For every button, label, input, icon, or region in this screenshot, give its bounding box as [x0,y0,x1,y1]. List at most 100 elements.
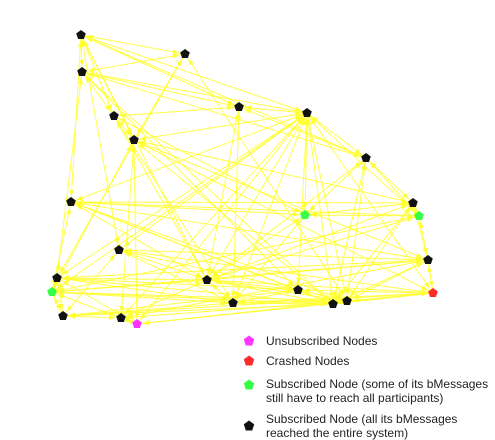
edge-arrowhead [400,200,408,206]
edge-arrowhead [68,313,76,319]
edge-arrowhead [311,117,318,123]
edge-arrowhead [404,207,410,215]
edge-arrowhead [370,162,376,169]
edge-arrowhead [78,77,84,85]
edge-n8-n20 [346,157,367,302]
node-n2-subscribed-complete [180,49,190,58]
node-n16-subscribed-complete [202,275,212,284]
edge-arrowhead [66,207,71,215]
node-n8-subscribed-complete [361,153,371,162]
edge-arrowhead [117,121,123,128]
edge-arrowhead [402,192,409,199]
edge-n17-n23 [62,302,234,317]
edge-arrowhead [307,118,312,126]
edge-arrowhead [424,281,430,289]
graph-nodes [47,30,438,328]
edge-arrowhead [297,117,304,124]
edge-n20-n24 [120,300,348,319]
edge-arrowhead [57,289,65,295]
edge-arrowhead [415,259,423,265]
edge-arrowhead [420,291,428,297]
edge-arrowhead [87,73,95,78]
edge-n5-n19 [133,139,334,305]
edge-arrowhead [66,305,73,312]
node-n7-subscribed-complete [302,108,312,117]
edge-n5-n14 [133,139,434,294]
edge-n3-n7 [81,71,308,114]
edge-arrowhead [119,118,126,124]
legend-label: Subscribed Node (all its bMessages reach… [266,412,458,440]
edge-n14-n15 [427,259,434,294]
node-n15-subscribed-complete [423,255,433,264]
edge-arrowhead [57,293,65,299]
node-n17-subscribed-complete [228,298,238,307]
edge-n18-n23 [62,289,299,317]
edge-arrowhead [310,212,318,218]
edge-n5-n24 [120,139,135,319]
node-n4-subscribed-complete [109,111,119,120]
edge-arrowhead [126,319,134,325]
edge-arrowhead [124,250,132,256]
edge-n10-n12 [70,201,414,204]
edge-n7-n18 [297,112,308,291]
edge-n15-n19 [332,259,429,305]
edge-n7-n16 [206,112,308,281]
pentagon-icon [243,420,255,431]
edge-n3-n8 [81,71,367,159]
edge-arrowhead [172,49,180,55]
node-n11-subscribed-pending [414,211,424,220]
edge-arrowhead [69,189,75,197]
edge-n5-n15 [133,139,429,261]
edge-arrowhead [361,163,367,171]
edge-arrowhead [303,290,311,296]
edge-arrowhead [131,145,137,153]
edge-arrowhead [295,219,302,226]
legend-label: Subscribed Node (some of its bMessages s… [266,377,489,405]
edge-arrowhead [55,304,61,311]
edge-arrowhead [126,314,134,320]
edge-arrowhead [76,195,84,201]
edge-n14-n16 [206,279,434,294]
edge-n4-n6 [113,106,240,117]
edge-arrowhead [62,276,70,282]
edge-arrowhead [172,53,180,59]
edge-n13-n14 [118,249,434,294]
edge-n19-n23 [62,303,334,317]
node-n24-subscribed-complete [116,313,126,322]
edge-arrowhead [423,247,429,255]
edge-n9-n17 [232,214,306,304]
edge-arrowhead [428,280,434,288]
edge-arrowhead [309,204,316,211]
edge-n20-n25 [136,300,348,325]
edge-n16-n21 [56,277,208,281]
edge-n3-n18 [81,71,299,291]
edge-n7-n8 [306,112,367,159]
edge-arrowhead [194,273,202,279]
edge-arrowhead [296,277,302,285]
node-n5-subscribed-complete [129,135,139,144]
edge-n5-n10 [133,139,414,204]
edge-n7-n9 [304,112,308,216]
edge-arrowhead [292,211,300,217]
edge-arrowhead [224,291,230,298]
edge-n16-n18 [206,279,299,291]
edge-n1-n2 [80,34,186,55]
edge-arrowhead [287,279,294,286]
pentagon-icon [243,379,255,390]
edge-n12-n16 [70,201,208,281]
edge-n17-n22 [51,291,234,304]
edge-n8-n9 [304,157,367,216]
edge-n18-n21 [56,277,299,291]
edge-arrowhead [409,205,415,212]
edge-arrowhead [294,109,302,115]
edge-n6-n8 [238,106,367,159]
edge-arrowhead [137,128,143,135]
edge-arrowhead [226,105,234,111]
node-n25-unsubscribed [132,319,142,328]
edge-arrowhead [198,268,205,275]
edge-n22-n24 [51,291,122,319]
edge-arrowhead [238,300,246,306]
edge-n9-n10 [304,202,414,216]
edge-n7-n19 [306,112,334,305]
edge-arrowhead [59,266,66,273]
